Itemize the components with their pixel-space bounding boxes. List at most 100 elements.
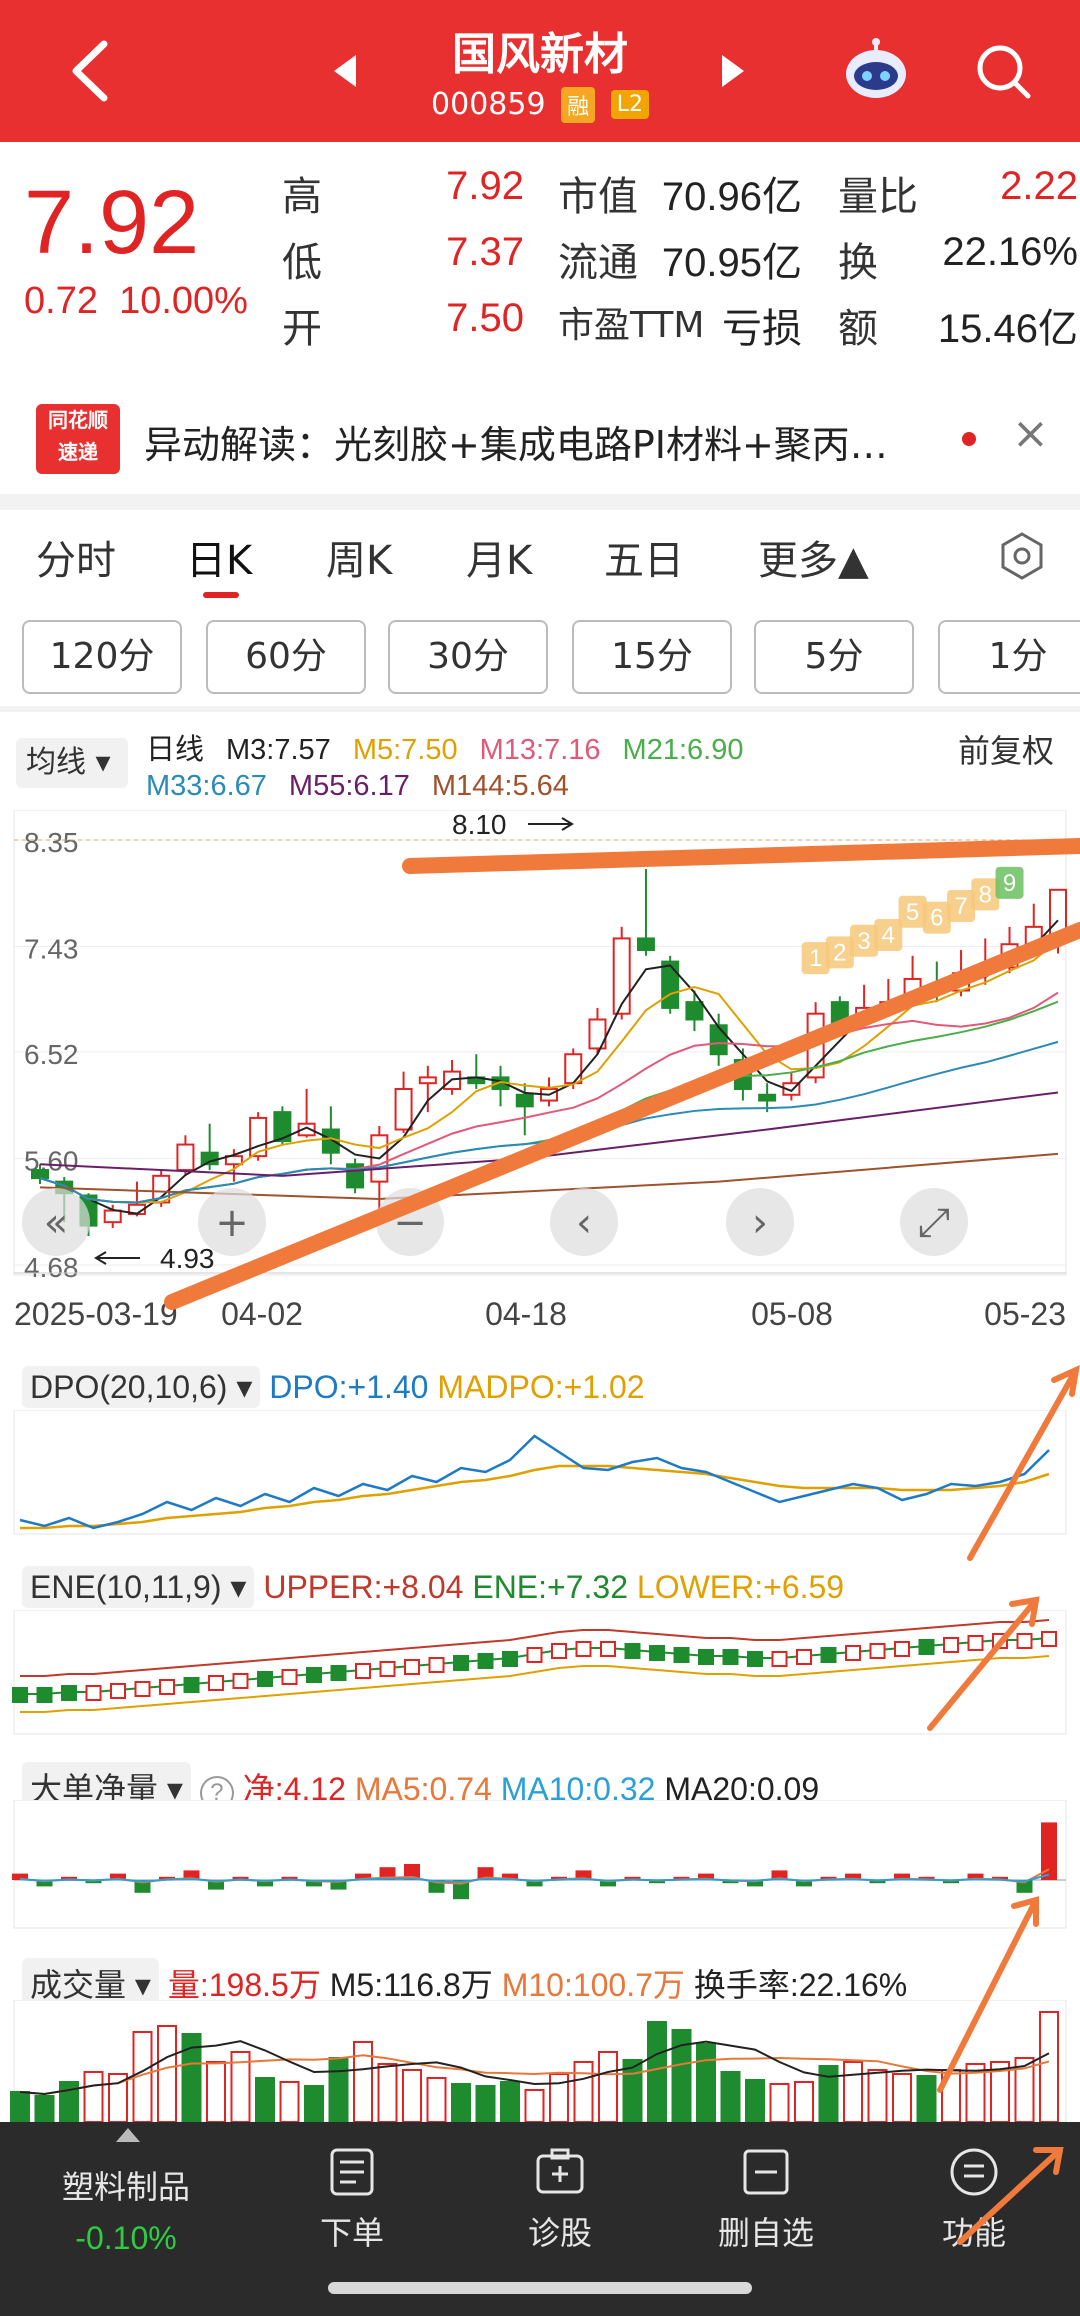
ene-candle	[551, 1643, 567, 1659]
ene-candle	[257, 1671, 273, 1687]
ene-legend: ENE(10,11,9) ▾ UPPER:+8.04 ENE:+7.32 LOW…	[22, 1566, 844, 1608]
tab-five-day[interactable]: 五日	[604, 538, 684, 584]
volume-ratio-value: 2.22	[1000, 164, 1078, 208]
ene-candle	[281, 1669, 298, 1685]
chart-control-bg	[22, 1188, 90, 1256]
ene-mid-value: ENE:+7.32	[472, 1569, 628, 1605]
flow-bar	[796, 1880, 812, 1887]
margin-badge: 融	[561, 86, 596, 123]
prev-stock-icon[interactable]	[334, 55, 356, 87]
chart-control-button[interactable]: −	[376, 1188, 444, 1256]
robot-assistant-icon[interactable]	[842, 38, 910, 102]
adjust-mode[interactable]: 前复权	[958, 732, 1055, 770]
amount-value: 15.46亿	[937, 307, 1078, 351]
diagnose-button[interactable]: 诊股	[490, 2146, 630, 2254]
kline-chart[interactable]: 8.357.436.525.604.681 2 3 45 6 7 8 98.104.93« + −…	[0, 810, 1080, 1340]
ene-candle	[208, 1675, 224, 1691]
panel-frame	[13, 1410, 1067, 1535]
interval-30min-button[interactable]: 30分	[388, 620, 548, 694]
flow-bar	[208, 1880, 224, 1890]
high-arrow-head	[561, 817, 574, 831]
dpo-chart[interactable]	[0, 1410, 1080, 1542]
ene-chart[interactable]	[0, 1610, 1080, 1738]
volume-bar	[573, 2061, 594, 2122]
candle-body	[1000, 943, 1019, 969]
flow-bar	[845, 1873, 861, 1880]
expand-up-icon[interactable]	[116, 2128, 140, 2142]
back-icon[interactable]	[60, 36, 120, 106]
settings-icon[interactable]	[998, 532, 1046, 580]
ene-candle	[355, 1663, 371, 1679]
ene-select-label: ENE(10,11,9)	[30, 1569, 222, 1605]
news-text[interactable]: 异动解读：光刻胶+集成电路PI材料+聚丙…	[144, 423, 888, 467]
ma-legend-item: M33:6.67	[146, 770, 267, 802]
open-label: 开	[282, 306, 322, 352]
chart-control-button[interactable]: «	[22, 1188, 90, 1256]
remove-watchlist-button[interactable]: 删自选	[696, 2146, 836, 2254]
ene-candle	[85, 1685, 102, 1701]
ene-candle	[428, 1657, 445, 1673]
ene-candle	[967, 1635, 984, 1651]
home-indicator	[328, 2282, 752, 2294]
ene-select[interactable]: ENE(10,11,9) ▾	[22, 1566, 255, 1608]
order-button[interactable]: 下单	[282, 2146, 422, 2254]
dpo-select[interactable]: DPO(20,10,6) ▾	[22, 1366, 261, 1408]
market-cap-label: 市值	[558, 174, 638, 220]
interval-120min-button[interactable]: 120分	[22, 620, 182, 694]
function-button[interactable]: 功能	[904, 2146, 1044, 2254]
dpo-value: DPO:+1.40	[269, 1369, 429, 1405]
volume-bar	[867, 2069, 888, 2122]
next-stock-icon[interactable]	[722, 55, 744, 87]
ma-legend-line1: 日线 M3:7.57 M5:7.50 M13:7.16 M21:6.90	[146, 726, 765, 768]
ene-candle	[673, 1647, 690, 1663]
amount-label: 额	[838, 306, 878, 352]
chart-control-button[interactable]: ›	[726, 1188, 794, 1256]
interval-15min-button[interactable]: 15分	[572, 620, 732, 694]
chart-control-button[interactable]: ⤢	[900, 1188, 968, 1256]
flow-bar	[183, 1870, 200, 1880]
ene-candle	[698, 1649, 714, 1665]
tab-daily-k[interactable]: 日K	[186, 538, 253, 584]
panel-frame	[13, 1800, 1067, 1929]
chart-control-icon: ⤢	[918, 1200, 950, 1246]
flow-bar	[747, 1880, 763, 1887]
tab-monthly-k[interactable]: 月K	[466, 538, 533, 584]
stock-name: 国风新材	[452, 29, 628, 80]
ene-candle	[771, 1651, 788, 1667]
big-order-chart[interactable]	[0, 1800, 1080, 1934]
ene-upper-line	[20, 1619, 1050, 1677]
ene-candle	[453, 1655, 469, 1671]
divider	[0, 494, 1080, 510]
tab-intraday[interactable]: 分时	[36, 538, 116, 584]
ene-candle	[943, 1637, 959, 1653]
chart-control-button[interactable]: +	[198, 1188, 266, 1256]
function-label: 功能	[941, 2214, 1006, 2252]
search-icon[interactable]	[970, 38, 1034, 102]
interval-5min-button[interactable]: 5分	[754, 620, 914, 694]
volume-chart[interactable]	[0, 2000, 1080, 2122]
price-change: 0.72 10.00%	[24, 280, 248, 323]
flow-bar	[698, 1873, 714, 1880]
volume-bar	[892, 2073, 912, 2122]
ma-legend-item: M5:7.50	[352, 734, 458, 766]
ene-candle	[330, 1665, 347, 1681]
ene-candle	[159, 1679, 175, 1695]
sector-name[interactable]: 塑料制品	[61, 2168, 190, 2206]
ene-candle	[722, 1649, 739, 1665]
chart-control-button[interactable]: ‹	[550, 1188, 618, 1256]
stock-code: 000859	[431, 87, 546, 122]
interval-60min-button[interactable]: 60分	[206, 620, 366, 694]
ene-candle	[992, 1633, 1008, 1649]
ene-candle	[502, 1651, 518, 1667]
volume-bar	[794, 2081, 814, 2122]
close-icon[interactable]: ×	[1012, 408, 1049, 459]
tab-weekly-k[interactable]: 周K	[326, 538, 393, 584]
tab-more[interactable]: 更多▲	[758, 538, 869, 584]
ene-candle	[575, 1641, 592, 1657]
td-mark-label: 8	[979, 881, 992, 908]
interval-1min-button[interactable]: 1分	[938, 620, 1080, 694]
volume-bar	[916, 2075, 937, 2122]
ma-select[interactable]: 均线 ▾	[16, 738, 128, 788]
news-ticker[interactable]: 同花顺 速递 异动解读：光刻胶+集成电路PI材料+聚丙… ×	[0, 390, 1080, 490]
volume-bar	[451, 2083, 471, 2122]
